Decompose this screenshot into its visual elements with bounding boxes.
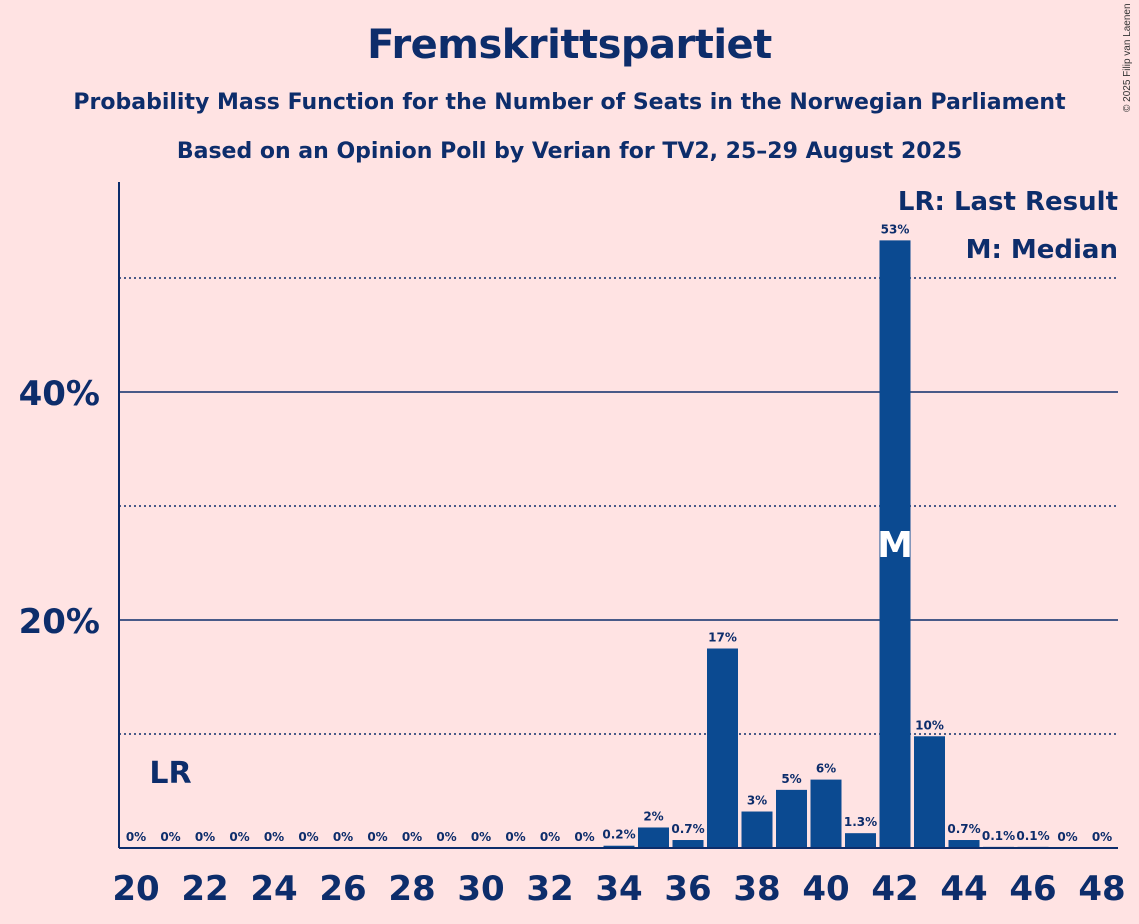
value-label-24: 0% xyxy=(264,830,284,844)
x-tick-label-48: 48 xyxy=(1078,869,1125,909)
value-label-22: 0% xyxy=(195,830,215,844)
value-label-41: 1.3% xyxy=(844,815,877,829)
value-label-35: 2% xyxy=(643,809,663,823)
x-tick-label-30: 30 xyxy=(457,869,504,909)
legend-last-result: LR: Last Result xyxy=(898,187,1118,217)
value-label-44: 0.7% xyxy=(947,822,980,836)
value-label-45: 0.1% xyxy=(982,829,1015,843)
x-tick-label-26: 26 xyxy=(319,869,366,909)
value-label-38: 3% xyxy=(747,794,767,808)
value-label-20: 0% xyxy=(126,830,146,844)
bar-seat-35 xyxy=(638,827,669,848)
x-tick-label-38: 38 xyxy=(733,869,780,909)
tick-labels: 20% 40% 20 22 24 26 28 30 32 34 36 38 40 42 44 46 48 xyxy=(19,374,1126,909)
value-label-26: 0% xyxy=(333,830,353,844)
bar-seat-34 xyxy=(603,845,635,848)
value-label-47: 0% xyxy=(1057,830,1077,844)
value-label-30: 0% xyxy=(471,830,491,844)
bar-seat-42 xyxy=(879,240,911,848)
x-tick-label-28: 28 xyxy=(388,869,435,909)
value-label-21: 0% xyxy=(160,830,180,844)
value-label-40: 6% xyxy=(816,762,836,776)
axes xyxy=(118,182,1118,849)
value-label-43: 10% xyxy=(915,718,944,732)
x-tick-label-40: 40 xyxy=(802,869,849,909)
value-label-42: 53% xyxy=(881,222,910,236)
x-tick-label-24: 24 xyxy=(250,869,297,909)
value-label-36: 0.7% xyxy=(671,822,704,836)
median-marker: M xyxy=(877,525,913,566)
value-label-39: 5% xyxy=(781,772,801,786)
last-result-marker: LR xyxy=(149,756,191,791)
bar-seat-36 xyxy=(672,840,704,848)
chart-source-line: Based on an Opinion Poll by Verian for T… xyxy=(176,139,963,164)
value-label-28: 0% xyxy=(402,830,422,844)
x-tick-label-20: 20 xyxy=(112,869,159,909)
value-label-23: 0% xyxy=(229,830,249,844)
y-tick-label: 20% xyxy=(19,602,100,642)
bar-seat-39 xyxy=(776,789,807,848)
value-label-31: 0% xyxy=(505,830,525,844)
bars xyxy=(603,240,1049,848)
x-tick-label-36: 36 xyxy=(664,869,711,909)
value-label-46: 0.1% xyxy=(1016,829,1049,843)
x-tick-label-42: 42 xyxy=(871,869,918,909)
chart-title: Fremskrittspartiet xyxy=(367,22,772,68)
bar-seat-40 xyxy=(810,779,842,848)
value-label-48: 0% xyxy=(1092,830,1112,844)
x-tick-label-34: 34 xyxy=(595,869,642,909)
value-label-29: 0% xyxy=(436,830,456,844)
bar-seat-37 xyxy=(707,648,738,848)
value-label-33: 0% xyxy=(574,830,594,844)
grid-lines xyxy=(119,277,1118,735)
chart-subtitle: Probability Mass Function for the Number… xyxy=(73,90,1066,115)
x-tick-label-44: 44 xyxy=(940,869,987,909)
value-label-25: 0% xyxy=(298,830,318,844)
y-tick-label: 40% xyxy=(19,374,100,414)
value-label-37: 17% xyxy=(708,631,737,645)
bar-seat-38 xyxy=(741,811,773,848)
bar-seat-43 xyxy=(914,736,945,848)
value-label-32: 0% xyxy=(540,830,560,844)
bar-seat-44 xyxy=(948,840,980,848)
value-label-34: 0.2% xyxy=(602,828,635,842)
x-tick-label-22: 22 xyxy=(181,869,228,909)
bar-seat-41 xyxy=(845,833,876,848)
x-tick-label-32: 32 xyxy=(526,869,573,909)
legend-median: M: Median xyxy=(966,235,1118,265)
x-tick-label-46: 46 xyxy=(1009,869,1056,909)
value-labels: 0% 0% 0% 0% 0% 0% 0% 0% 0% 0% 0% 0% 0% 0% 0.2% 2% 0.7% 17… xyxy=(126,222,1112,844)
value-label-27: 0% xyxy=(367,830,387,844)
